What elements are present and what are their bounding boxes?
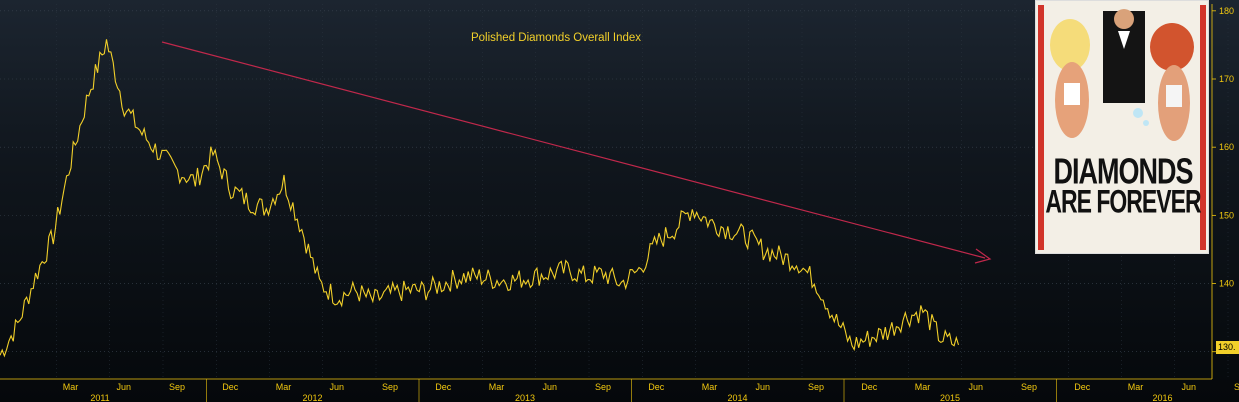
y-tick-label: 140 (1219, 279, 1234, 289)
y-tick-label: 180 (1219, 6, 1234, 16)
x-tick-label: Jun (1181, 382, 1196, 392)
trend-arrow-head (974, 248, 992, 264)
x-tick-label: Mar (915, 382, 931, 392)
x-tick-label: Jun (542, 382, 557, 392)
gridlines (0, 4, 1229, 379)
x-tick-label: Sep (595, 382, 611, 392)
y-axis: 140 150 160 170 180 (1211, 4, 1234, 379)
x-tick-label: Jun (968, 382, 983, 392)
trend-arrow-line (161, 41, 986, 259)
chart-title: Polished Diamonds Overall Index (471, 32, 641, 44)
trend-arrow (161, 41, 992, 264)
x-year-label: 2016 (1152, 393, 1172, 402)
x-tick-label: Mar (276, 382, 292, 392)
poster-title-line2: ARE FOREVER (1045, 183, 1201, 220)
last-value-badge: 130. (1216, 341, 1239, 354)
x-year-label: 2012 (302, 393, 322, 402)
x-year-label: 2014 (727, 393, 747, 402)
x-tick-label: Sep (808, 382, 824, 392)
x-year-label: 2011 (90, 393, 109, 402)
x-tick-label: Mar (63, 382, 79, 392)
poster-title-line1: DIAMONDS (1053, 151, 1194, 192)
x-tick-label: Sep (1234, 382, 1239, 392)
poster-illustration (1046, 5, 1200, 151)
x-tick-label: Jun (329, 382, 344, 392)
x-tick-label: Jun (755, 382, 770, 392)
x-tick-label: Dec (648, 382, 665, 392)
y-tick-label: 150 (1219, 210, 1234, 220)
x-year-label: 2015 (940, 393, 960, 402)
poster-red-border-right (1200, 5, 1206, 250)
x-axis: Mar Jun Sep Dec Mar Jun Sep Dec Mar Jun Sep Dec Mar J… (0, 378, 1239, 402)
series-line (0, 39, 960, 358)
x-tick-label: Sep (382, 382, 398, 392)
y-tick-label: 160 (1219, 142, 1234, 152)
x-tick-label: Dec (435, 382, 452, 392)
x-tick-label: Sep (1021, 382, 1037, 392)
x-tick-label: Dec (222, 382, 239, 392)
x-tick-label: Mar (702, 382, 718, 392)
x-tick-label: Dec (1074, 382, 1091, 392)
poster-red-border-left (1038, 5, 1044, 250)
series-group (0, 39, 960, 358)
y-tick-label: 170 (1219, 74, 1234, 84)
x-tick-label: Sep (169, 382, 185, 392)
x-tick-label: Dec (861, 382, 878, 392)
x-tick-label: Jun (116, 382, 131, 392)
x-tick-label: Mar (1128, 382, 1144, 392)
x-tick-label: Mar (489, 382, 505, 392)
x-year-label: 2013 (515, 393, 535, 402)
movie-poster: DIAMONDS ARE FOREVER (1035, 0, 1209, 254)
